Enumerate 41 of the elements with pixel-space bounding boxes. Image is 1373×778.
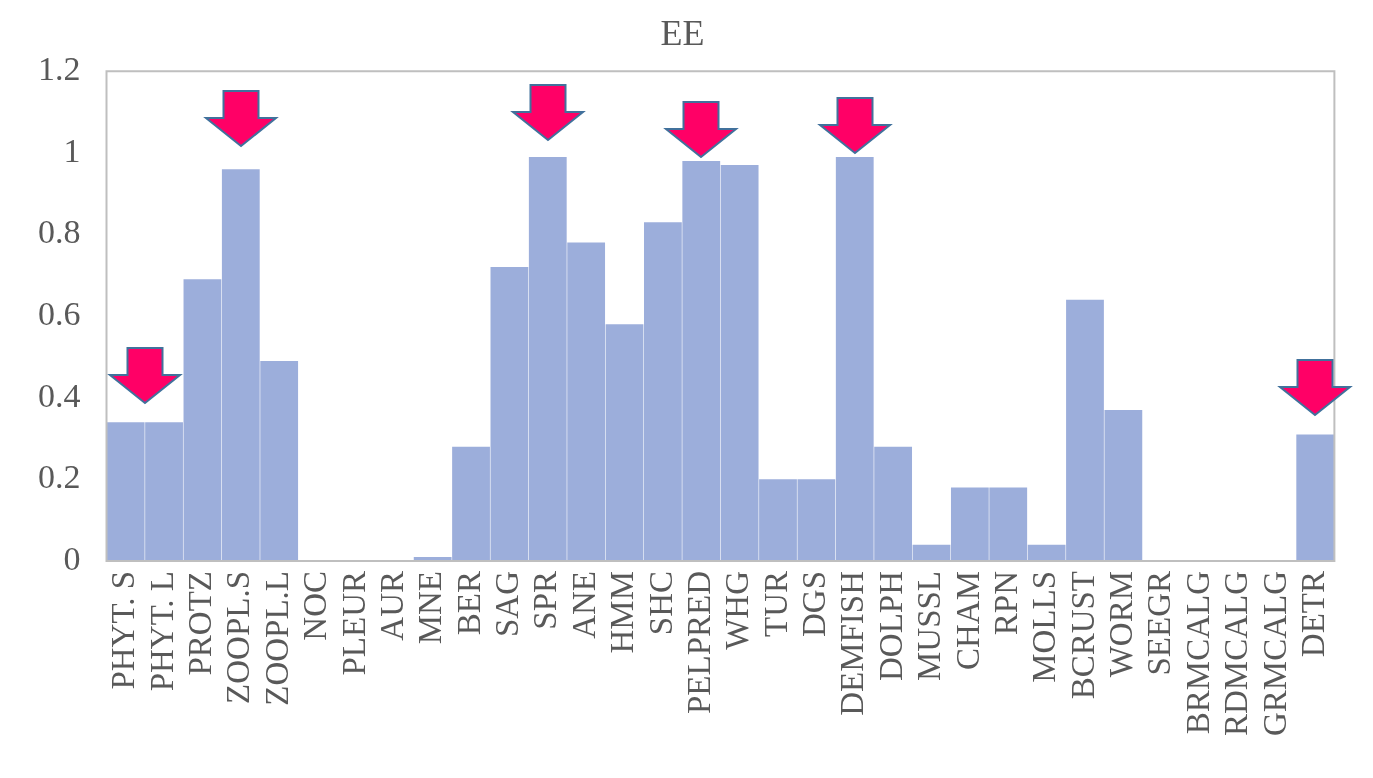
- x-tick-label: DOLPH: [872, 570, 909, 681]
- x-tick-label: DGS: [796, 570, 833, 638]
- x-tick-label: BER: [450, 570, 487, 636]
- x-tick-label: CHAM: [949, 570, 986, 671]
- x-tick-label: HMM: [604, 570, 641, 654]
- x-tick-label: PELPRED: [680, 570, 717, 715]
- y-tick-label: 0.8: [38, 213, 81, 251]
- x-tick-label: PROTZ: [182, 570, 219, 676]
- x-tick-label: DETR: [1294, 570, 1331, 658]
- x-tick-label: SPR: [527, 570, 564, 630]
- x-tick-label: NOC: [297, 570, 334, 641]
- x-tick-label: SAG: [489, 570, 526, 638]
- x-tick-label: GRMCALG: [1256, 570, 1293, 737]
- x-tick-label: PHYT. S: [105, 570, 142, 690]
- x-tick-label: WORM: [1103, 570, 1140, 678]
- x-tick-label: PLEUR: [335, 570, 372, 676]
- x-tick-label: SEEGR: [1141, 570, 1178, 676]
- y-tick-label: 1: [63, 131, 81, 169]
- x-tick-label: WHG: [719, 570, 756, 650]
- chart-title: EE: [660, 13, 705, 54]
- x-tick-label: RDMCALG: [1218, 570, 1255, 737]
- y-tick-label: 1.2: [38, 50, 81, 88]
- x-tick-label: ANE: [565, 570, 602, 639]
- y-tick-label: 0.2: [38, 458, 81, 496]
- bar: [1296, 434, 1335, 561]
- x-tick-label: BCRUST: [1064, 570, 1101, 700]
- x-tick-label: MOLLS: [1026, 570, 1063, 683]
- x-tick-label: TUR: [757, 570, 794, 637]
- x-tick-label: DEMFISH: [834, 570, 871, 716]
- y-tick-label: 0.4: [38, 376, 81, 414]
- x-tick-label: MNE: [412, 570, 449, 645]
- x-tick-label: MUSSL: [911, 570, 948, 682]
- x-tick-label: BRMCALG: [1179, 570, 1216, 735]
- x-tick-label: PHYT. L: [143, 570, 180, 692]
- x-tick-label: SHC: [642, 570, 679, 636]
- x-tick-label: ZOOPL.L: [258, 570, 295, 706]
- x-tick-label: RPN: [987, 570, 1024, 636]
- x-tick-label: AUR: [373, 570, 410, 641]
- x-tick-label: ZOOPL.S: [220, 570, 257, 704]
- y-tick-label: 0.6: [38, 295, 81, 333]
- y-tick-label: 0: [63, 539, 81, 577]
